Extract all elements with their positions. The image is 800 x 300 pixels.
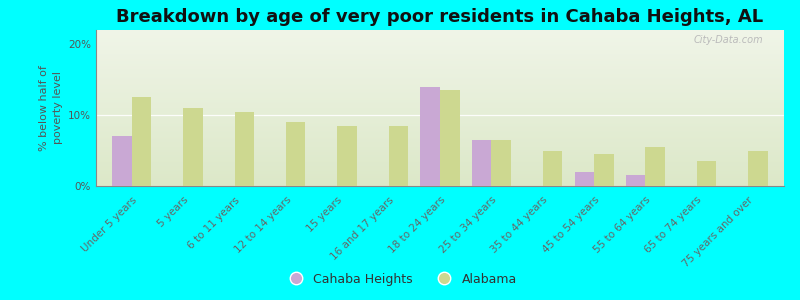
Text: 65 to 74 years: 65 to 74 years bbox=[643, 195, 704, 256]
Bar bbox=[183, 108, 202, 186]
Text: 16 and 17 years: 16 and 17 years bbox=[329, 195, 396, 262]
Text: 15 years: 15 years bbox=[306, 195, 344, 234]
Bar bbox=[389, 126, 408, 186]
Text: 6 to 11 years: 6 to 11 years bbox=[186, 195, 242, 251]
Text: 18 to 24 years: 18 to 24 years bbox=[386, 195, 447, 256]
Bar bbox=[421, 87, 440, 186]
Text: City-Data.com: City-Data.com bbox=[694, 35, 763, 45]
Bar bbox=[338, 126, 357, 186]
Bar bbox=[697, 161, 716, 186]
Bar bbox=[472, 140, 491, 186]
Text: 35 to 44 years: 35 to 44 years bbox=[490, 195, 550, 256]
Text: 12 to 14 years: 12 to 14 years bbox=[233, 195, 293, 256]
Title: Breakdown by age of very poor residents in Cahaba Heights, AL: Breakdown by age of very poor residents … bbox=[117, 8, 763, 26]
Y-axis label: % below half of
poverty level: % below half of poverty level bbox=[39, 65, 62, 151]
Bar bbox=[542, 151, 562, 186]
Bar bbox=[113, 136, 132, 186]
Bar bbox=[574, 172, 594, 186]
Bar bbox=[440, 90, 459, 186]
Text: 5 years: 5 years bbox=[156, 195, 190, 230]
Text: 75 years and over: 75 years and over bbox=[681, 195, 755, 269]
Text: 55 to 64 years: 55 to 64 years bbox=[592, 195, 653, 256]
Bar bbox=[646, 147, 665, 186]
Legend: Cahaba Heights, Alabama: Cahaba Heights, Alabama bbox=[278, 268, 522, 291]
Text: 25 to 34 years: 25 to 34 years bbox=[438, 195, 498, 256]
Bar bbox=[132, 98, 151, 186]
Bar bbox=[286, 122, 306, 186]
Bar bbox=[594, 154, 614, 186]
Bar bbox=[491, 140, 511, 186]
Bar bbox=[626, 176, 646, 186]
Text: Under 5 years: Under 5 years bbox=[80, 195, 139, 254]
Text: 45 to 54 years: 45 to 54 years bbox=[541, 195, 601, 256]
Bar bbox=[748, 151, 767, 186]
Bar bbox=[234, 112, 254, 186]
